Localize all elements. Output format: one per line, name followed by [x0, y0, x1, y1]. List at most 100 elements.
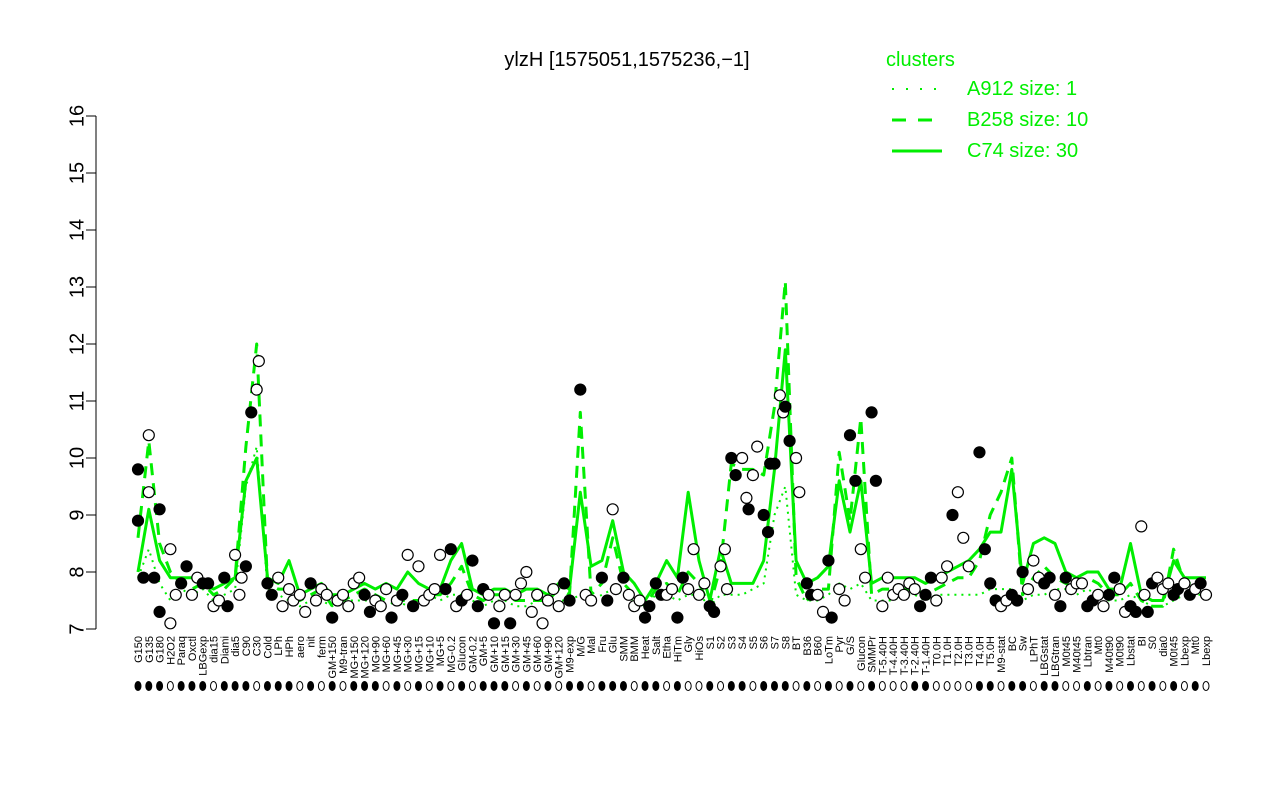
legend-title: clusters — [886, 49, 955, 71]
data-point — [692, 588, 706, 601]
rug-mark — [868, 681, 876, 691]
data-point — [736, 451, 749, 465]
x-tick-label: T-2.40H — [910, 636, 922, 675]
y-tick-label: 8 — [66, 566, 88, 577]
rug-mark — [749, 681, 757, 691]
rug-mark — [253, 681, 261, 691]
data-point — [606, 503, 619, 516]
rug-mark — [566, 681, 574, 691]
rug-mark — [1019, 681, 1027, 691]
x-tick-label: M0t90 — [1115, 636, 1127, 667]
data-point — [676, 571, 689, 584]
data-point — [601, 594, 614, 607]
x-tick-label: Diami — [219, 636, 231, 664]
x-tick-label: MG+30 — [403, 636, 415, 672]
rug-mark — [965, 681, 973, 691]
legend-label: C74 size: 30 — [967, 140, 1078, 162]
rug-mark — [857, 681, 865, 691]
data-point — [1075, 577, 1089, 590]
rug-mark — [1137, 681, 1145, 691]
data-point — [276, 600, 289, 613]
data-point — [504, 617, 517, 630]
rug-mark — [835, 681, 843, 691]
legend-label: A912 size: 1 — [967, 78, 1077, 100]
data-point — [309, 594, 323, 607]
rug-mark — [425, 681, 433, 691]
data-point — [789, 451, 803, 465]
data-point — [471, 600, 484, 613]
data-point — [148, 571, 161, 584]
data-point — [1021, 582, 1035, 596]
x-tick-label: dia5 — [230, 636, 242, 657]
x-tick-label: Glucon — [457, 636, 469, 671]
x-tick-label: S3 — [726, 636, 738, 649]
y-tick-label: 7 — [66, 623, 88, 634]
x-tick-label: S0 — [1147, 636, 1159, 649]
x-tick-label: Salt — [651, 636, 663, 655]
data-point — [1108, 571, 1121, 584]
data-point — [326, 611, 339, 624]
x-tick-label: Lbtran — [1082, 636, 1094, 667]
x-tick-label: Paraq — [176, 636, 188, 665]
x-tick-label: ferm — [316, 636, 328, 658]
x-tick-label: M0t45 — [1169, 636, 1181, 667]
series-lines — [136, 279, 1206, 608]
rug-mark — [1062, 681, 1070, 691]
data-point — [428, 582, 441, 596]
data-point — [811, 588, 824, 601]
x-tick-label: SMM — [618, 636, 630, 662]
data-point — [714, 560, 727, 573]
x-tick-label: GM+5 — [478, 636, 490, 666]
rug-mark — [1202, 681, 1210, 691]
x-tick-label: LPhT — [1028, 636, 1040, 663]
rug-mark — [501, 681, 509, 691]
rug-mark — [781, 681, 789, 691]
rug-mark — [1159, 681, 1167, 691]
x-tick-label: C30 — [252, 636, 264, 656]
x-tick-label: Glucon — [856, 636, 868, 671]
rug-mark — [371, 681, 379, 691]
rug-mark — [663, 681, 671, 691]
x-tick-label: Lbexp — [1201, 636, 1213, 666]
x-tick-label: G135 — [144, 636, 156, 663]
x-tick-label: T5.0H — [985, 636, 997, 666]
data-point — [1162, 577, 1175, 590]
x-tick-label: M40t90 — [1104, 636, 1116, 673]
rug-marks — [134, 681, 1210, 691]
data-point — [137, 571, 150, 584]
x-tick-label: MG+45 — [392, 636, 404, 672]
data-point — [552, 600, 565, 613]
data-point — [757, 508, 770, 522]
x-tick-label: Oxctl — [187, 636, 199, 661]
rug-mark — [296, 681, 304, 691]
rug-mark — [889, 681, 897, 691]
data-point — [1092, 588, 1105, 601]
data-point — [951, 486, 964, 499]
data-point — [816, 605, 830, 619]
legend-label: B258 size: 10 — [967, 109, 1088, 131]
x-tick-label: GM+30 — [511, 636, 523, 672]
x-tick-label: dia15 — [209, 636, 221, 663]
data-point — [304, 577, 317, 590]
data-point — [1199, 588, 1213, 601]
rug-mark — [997, 681, 1005, 691]
data-point — [779, 400, 792, 413]
x-tick-label: GM+60 — [532, 636, 544, 672]
data-point — [185, 588, 199, 601]
x-tick-label: T-3.40H — [899, 636, 911, 675]
data-point — [563, 594, 576, 607]
x-tick-label: T-4.40H — [888, 636, 900, 675]
rug-mark — [878, 681, 886, 691]
data-point — [622, 588, 635, 601]
x-tick-label: T3.0H — [964, 636, 976, 666]
x-tick-label: BI — [1136, 636, 1148, 646]
data-point — [131, 514, 145, 527]
rug-mark — [199, 681, 207, 691]
rug-mark — [544, 681, 552, 691]
x-tick-label: MG-0.2 — [446, 636, 458, 673]
rug-mark — [134, 681, 142, 691]
rug-mark — [911, 681, 919, 691]
data-point — [638, 611, 652, 624]
rug-mark — [943, 681, 951, 691]
rug-mark — [177, 681, 185, 691]
